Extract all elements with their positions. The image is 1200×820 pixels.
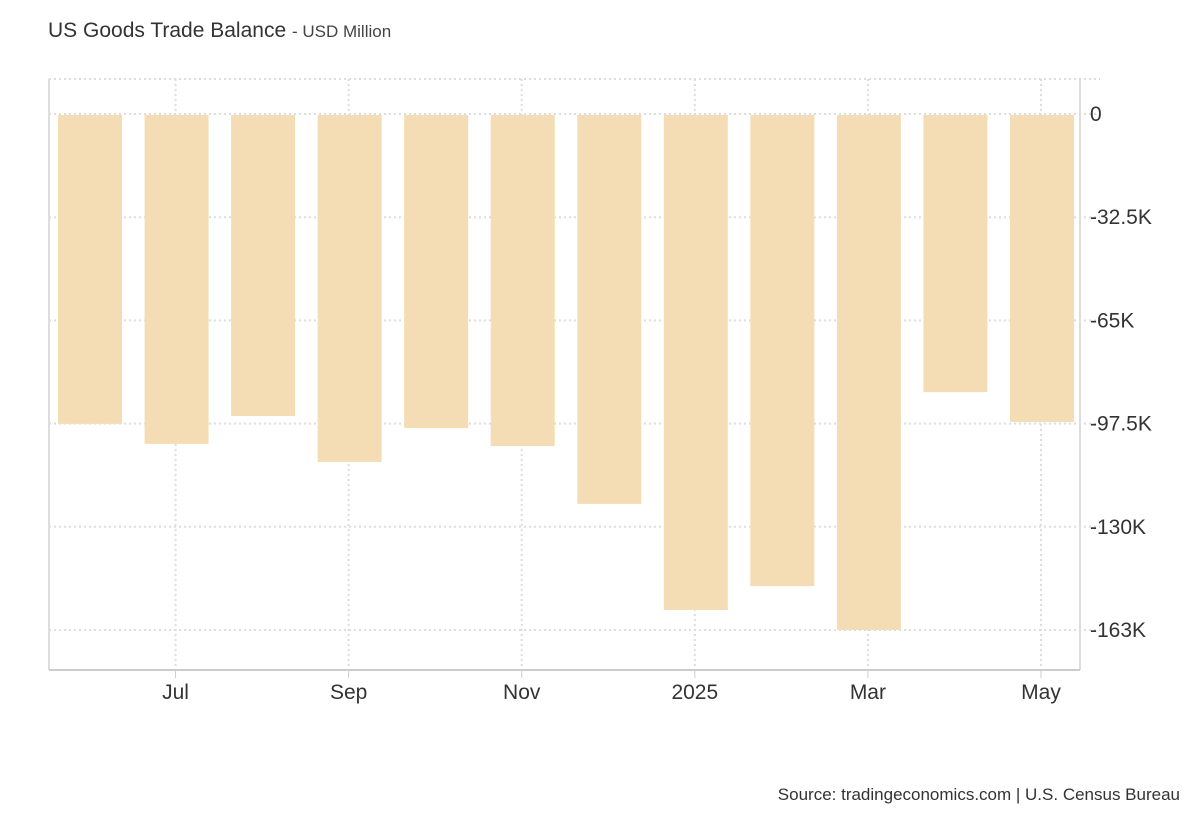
title-unit: - USD Million <box>291 22 392 41</box>
bar-aug-2024 <box>231 115 296 416</box>
x-tick-label: 2025 <box>671 681 718 704</box>
bar-mar-2025 <box>836 115 901 630</box>
bar-jan-2025 <box>663 115 728 610</box>
bar-oct-2024 <box>404 115 469 429</box>
x-tick-label: Nov <box>503 681 541 704</box>
bar-jul-2024 <box>144 115 209 444</box>
x-tick-label: Sep <box>330 681 367 704</box>
y-tick-label: -163K <box>1090 619 1146 642</box>
chart-title: US Goods Trade Balance - USD Million <box>48 19 391 43</box>
y-tick-label: -32.5K <box>1090 206 1152 229</box>
bar-feb-2025 <box>750 115 815 587</box>
x-tick-label: Mar <box>850 681 886 704</box>
bar-dec-2024 <box>577 115 642 504</box>
y-tick-label: -65K <box>1090 309 1134 332</box>
x-tick-label: May <box>1021 681 1061 704</box>
bar-apr-2025 <box>923 115 988 393</box>
bar-may-2025 <box>1010 115 1074 422</box>
y-tick-label: -97.5K <box>1090 413 1152 436</box>
x-tick-label: Jul <box>162 681 189 704</box>
source-text: Source: tradingeconomics.com | U.S. Cens… <box>777 785 1180 804</box>
y-tick-label: 0 <box>1090 103 1102 126</box>
title-main: US Goods Trade Balance <box>48 19 287 42</box>
bar-sep-2024 <box>317 115 382 462</box>
bar-nov-2024 <box>490 115 555 447</box>
bar-jun-2024 <box>58 115 122 424</box>
y-tick-label: -130K <box>1090 516 1146 539</box>
